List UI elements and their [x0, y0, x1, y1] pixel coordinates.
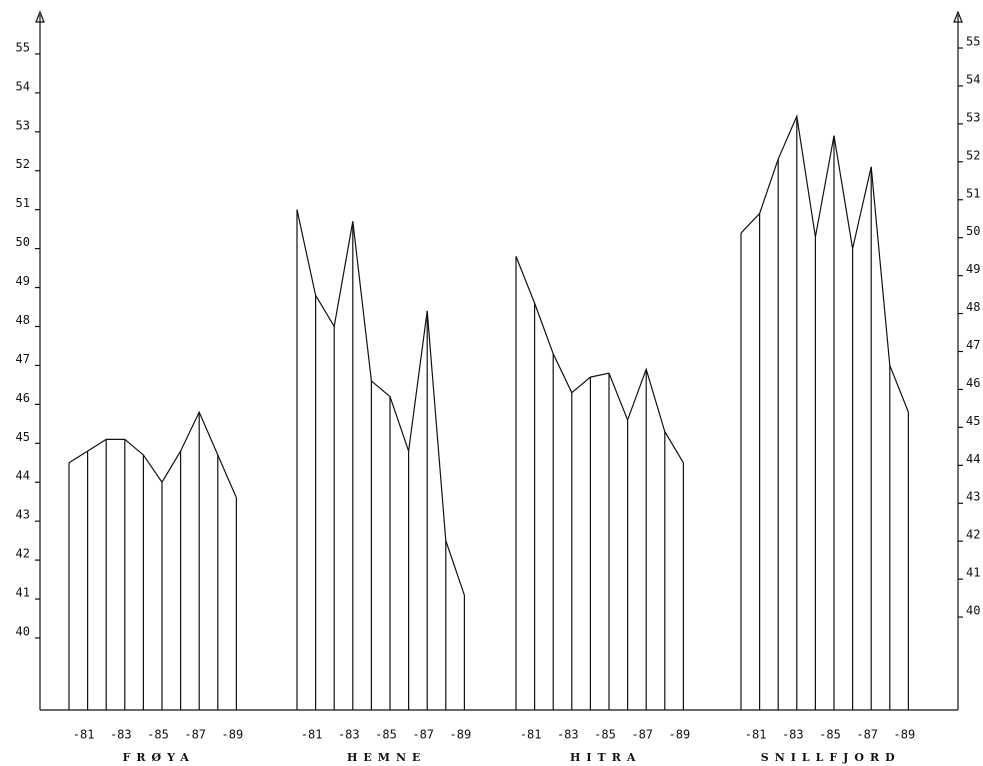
x-tick-label: -83 [782, 728, 804, 742]
y-tick-label: 55 [16, 40, 30, 54]
y2-tick-label: 53 [966, 110, 980, 124]
y-tick-label: 48 [16, 313, 30, 327]
y2-tick-label: 55 [966, 35, 980, 49]
y-tick-label: 47 [16, 352, 30, 366]
y-tick-label: 49 [16, 274, 30, 288]
x-tick-label: -83 [110, 728, 132, 742]
series-line [296, 209, 465, 596]
x-tick-label: -89 [669, 728, 691, 742]
y2-tick-label: 40 [966, 604, 980, 618]
series-line [740, 114, 909, 413]
x-tick-label: -87 [631, 728, 653, 742]
x-tick-label: -81 [301, 728, 323, 742]
x-tick-label: -81 [73, 728, 95, 742]
y2-tick-label: 48 [966, 300, 980, 314]
right-axis-arrow [953, 10, 963, 23]
y-tick-label: 46 [16, 391, 30, 405]
y2-tick-label: 45 [966, 414, 980, 428]
y2-tick-label: 44 [966, 452, 980, 466]
y-tick-label: 54 [16, 79, 30, 93]
y-tick-label: 41 [16, 586, 30, 600]
y-tick-label: 44 [16, 469, 30, 483]
y-tick-label: 45 [16, 430, 30, 444]
group-label: HEMNE [347, 751, 426, 764]
y2-tick-label: 49 [966, 262, 980, 276]
x-tick-label: -89 [222, 728, 244, 742]
group-label: SNILLFJORD [761, 751, 901, 764]
y-tick-label: 43 [16, 508, 30, 522]
y2-tick-label: 50 [966, 224, 980, 238]
series-line [68, 410, 237, 499]
x-tick-label: -83 [338, 728, 360, 742]
y-tick-label: 51 [16, 196, 30, 210]
y2-tick-label: 47 [966, 338, 980, 352]
x-tick-label: -81 [520, 728, 542, 742]
x-tick-label: -87 [184, 728, 206, 742]
x-tick-label: -83 [557, 728, 579, 742]
y2-tick-label: 46 [966, 376, 980, 390]
x-tick-label: -81 [745, 728, 767, 742]
y-tick-label: 40 [16, 624, 30, 638]
y2-tick-label: 54 [966, 72, 980, 86]
x-tick-label: -89 [894, 728, 916, 742]
group-label: HITRA [570, 751, 641, 764]
x-tick-label: -85 [147, 728, 169, 742]
left-axis-arrow [35, 10, 45, 23]
x-tick-label: -87 [412, 728, 434, 742]
y2-tick-label: 52 [966, 148, 980, 162]
y2-tick-label: 42 [966, 528, 980, 542]
group-label: FRØYA [123, 751, 195, 764]
y-tick-label: 53 [16, 118, 30, 132]
y-tick-label: 52 [16, 157, 30, 171]
y-tick-label: 50 [16, 235, 30, 249]
y2-tick-label: 41 [966, 566, 980, 580]
x-tick-label: -89 [450, 728, 472, 742]
x-tick-label: -85 [819, 728, 841, 742]
x-tick-label: -85 [375, 728, 397, 742]
x-tick-label: -87 [856, 728, 878, 742]
y2-tick-label: 51 [966, 186, 980, 200]
y2-tick-label: 43 [966, 490, 980, 504]
y-tick-label: 42 [16, 547, 30, 561]
series-line [515, 256, 684, 464]
x-tick-label: -85 [594, 728, 616, 742]
